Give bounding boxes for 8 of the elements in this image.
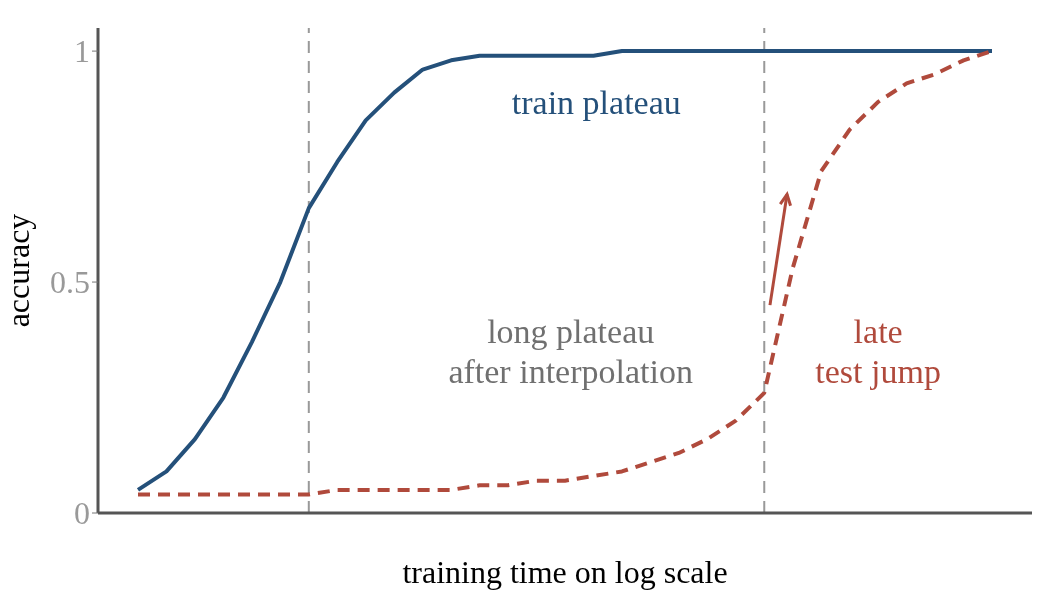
annotation: long plateau after interpolation (448, 313, 693, 391)
x-axis-title: training time on log scale (402, 554, 728, 590)
y-tick-label: 0.5 (50, 264, 90, 301)
y-tick-label: 0 (74, 495, 90, 532)
annotation: late test jump (815, 313, 941, 391)
y-axis-title: accuracy (0, 213, 37, 328)
y-tick-label: 1 (74, 33, 90, 70)
annotation: train plateau (511, 83, 681, 121)
